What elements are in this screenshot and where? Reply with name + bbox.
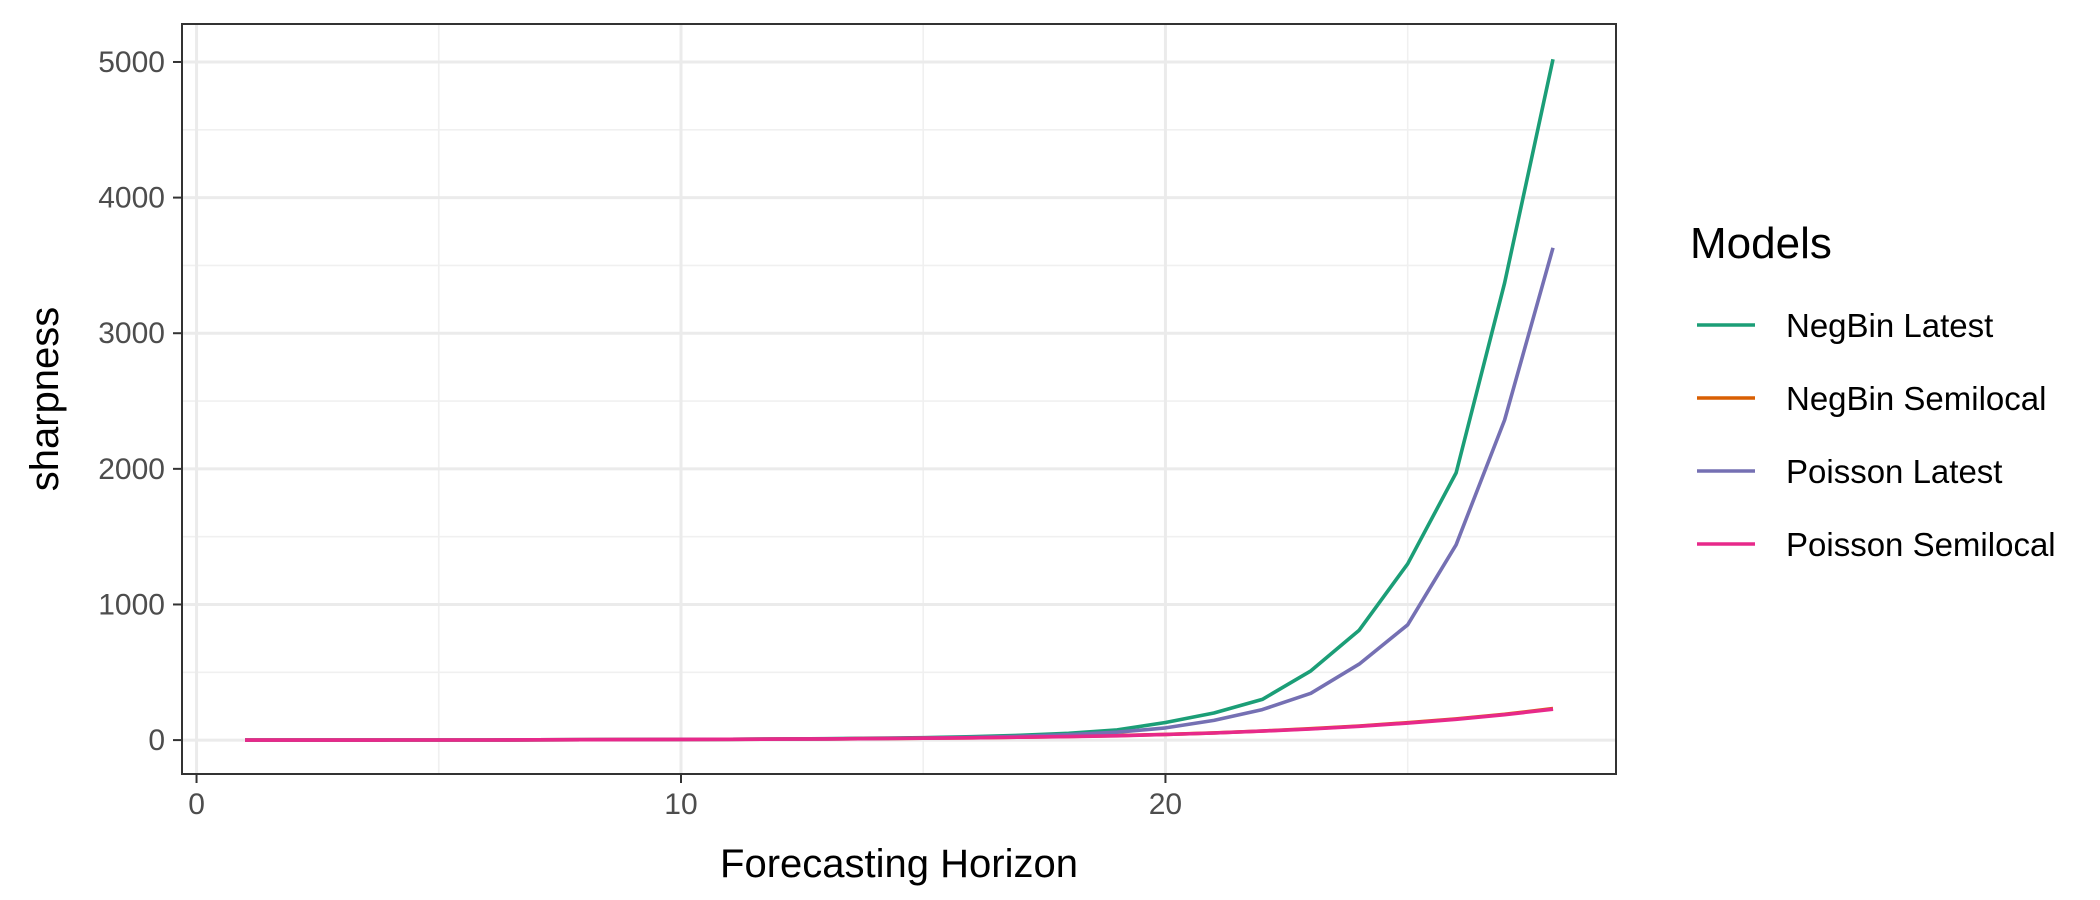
- legend-title: Models: [1690, 219, 1832, 268]
- plot-border: [181, 23, 1617, 775]
- x-tick-label: 10: [664, 788, 697, 821]
- y-tick-label: 3000: [98, 317, 165, 350]
- legend-label-negbin-latest: NegBin Latest: [1786, 307, 1993, 344]
- series-line-poisson-semilocal: [245, 707, 1554, 742]
- panel-border-rect: [181, 23, 1617, 775]
- y-axis-title: sharpness: [23, 307, 67, 492]
- y-tick-label: 2000: [98, 453, 165, 486]
- legend-label-poisson-semilocal: Poisson Semilocal: [1786, 526, 2056, 563]
- x-axis-title: Forecasting Horizon: [720, 842, 1078, 886]
- plot-panel: [182, 24, 1616, 774]
- legend: Models NegBin Latest NegBin Semilocal Pois…: [1690, 219, 2056, 563]
- y-tick-label: 4000: [98, 182, 165, 215]
- legend-label-poisson-latest: Poisson Latest: [1786, 453, 2002, 490]
- minor-gridlines: [182, 24, 1616, 774]
- x-tick-label: 20: [1149, 788, 1182, 821]
- x-tick-label: 0: [188, 788, 205, 821]
- y-tick-label: 0: [148, 724, 165, 757]
- series-lines: [245, 58, 1555, 742]
- axes: 0 10 20 0 1000 2000 3000 4000 5000: [98, 46, 1182, 821]
- legend-label-negbin-semilocal: NegBin Semilocal: [1786, 380, 2046, 417]
- y-tick-label: 5000: [98, 46, 165, 79]
- panel-background: [182, 24, 1616, 774]
- y-tick-label: 1000: [98, 588, 165, 621]
